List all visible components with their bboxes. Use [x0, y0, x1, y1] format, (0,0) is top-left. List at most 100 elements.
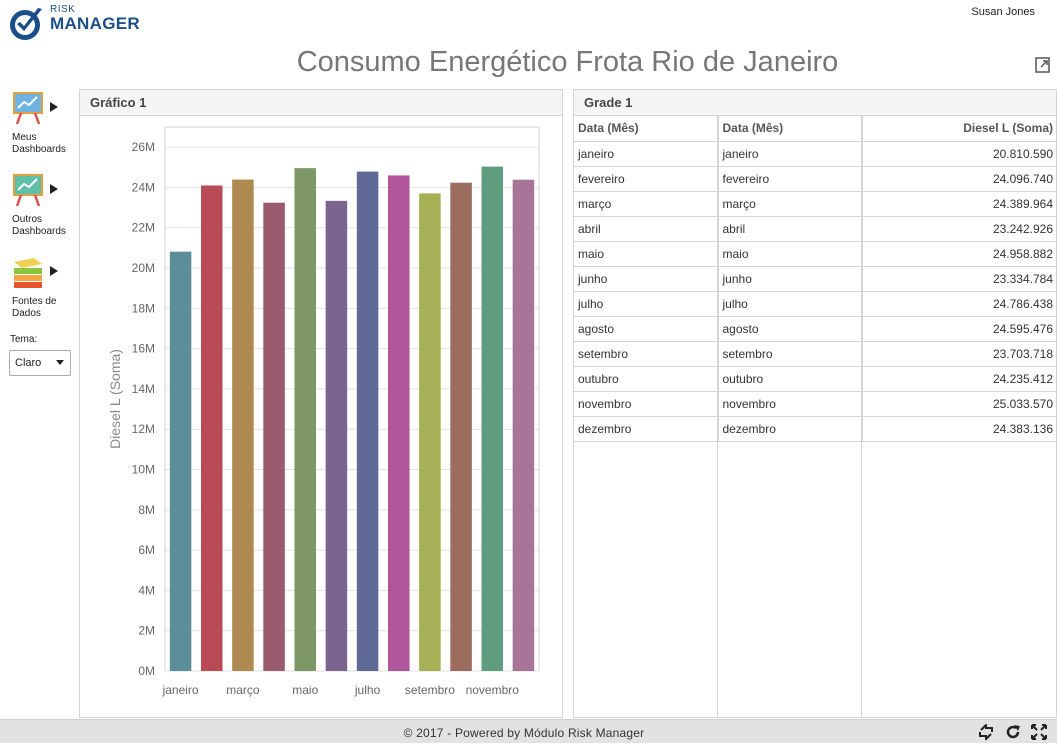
logo-text-risk: RISK	[50, 4, 76, 15]
cell-month: outubro	[718, 366, 863, 392]
table-row[interactable]: agosto agosto 24.595.476	[574, 316, 1057, 342]
table-row[interactable]: outubro outubro 24.235.412	[574, 366, 1057, 392]
bar-junho	[325, 200, 348, 671]
cell-diesel: 24.786.438	[862, 291, 1057, 317]
theme-label: Tema:	[10, 334, 38, 345]
cell-diesel: 23.242.926	[862, 216, 1057, 242]
risk-manager-logo[interactable]: RISK MANAGER	[8, 4, 148, 44]
cell-month: abril	[718, 216, 863, 242]
cell-month: fevereiro	[718, 166, 863, 192]
cell-month: maio	[718, 241, 863, 267]
table-row[interactable]: março março 24.389.964	[574, 191, 1057, 217]
cell-diesel: 24.958.882	[862, 241, 1057, 267]
cell-diesel: 24.383.136	[862, 416, 1057, 442]
cell-month: janeiro	[718, 141, 863, 167]
expand-arrow-icon[interactable]	[50, 102, 58, 112]
bar-chart: 0M 2M 4M 6M 8M 10M 12M 14M 16M 18M 20M 22M 24M 26M Die…	[107, 126, 540, 697]
sidebar-label-line1: Outros	[12, 214, 43, 225]
y-tick-label: 18M	[132, 301, 155, 315]
table-row[interactable]: novembro novembro 25.033.570	[574, 391, 1057, 417]
refresh-icon[interactable]	[1005, 724, 1021, 740]
cell-diesel: 25.033.570	[862, 391, 1057, 417]
cell-diesel: 24.235.412	[862, 366, 1057, 392]
bar-novembro	[481, 166, 504, 671]
cell-month: maio	[574, 241, 719, 267]
y-tick-label: 12M	[132, 422, 155, 436]
sidebar-item-label: Fontes de Dados	[12, 296, 56, 320]
sidebar-item-label: Outros Dashboards	[12, 214, 66, 238]
y-tick-label: 2M	[138, 624, 155, 638]
y-tick-label: 6M	[138, 543, 155, 557]
bar-agosto	[387, 175, 410, 671]
cell-month: fevereiro	[574, 166, 719, 192]
cell-diesel: 20.810.590	[862, 141, 1057, 167]
sidebar-label-line2: Dados	[12, 308, 41, 319]
page-title: Consumo Energético Frota Rio de Janeiro	[296, 46, 839, 78]
grid-header-row: Data (Mês) Data (Mês) Diesel L (Soma)	[574, 116, 1057, 142]
x-tick-label: novembro	[466, 683, 520, 697]
table-row[interactable]: fevereiro fevereiro 24.096.740	[574, 166, 1057, 192]
footer: © 2017 - Powered by Módulo Risk Manager	[0, 719, 1057, 743]
cell-month: janeiro	[574, 141, 719, 167]
table-row[interactable]: julho julho 24.786.438	[574, 291, 1057, 317]
expand-arrow-icon[interactable]	[50, 266, 58, 276]
chart-panel: Gráfico 1 0M 2M 4M 6M 8M 10M 12M 14M 16M 18M 20M 22…	[79, 89, 563, 718]
bar-maio	[294, 168, 317, 671]
table-row[interactable]: abril abril 23.242.926	[574, 216, 1057, 242]
cell-month: novembro	[718, 391, 863, 417]
y-tick-label: 24M	[132, 180, 155, 194]
cell-diesel: 23.334.784	[862, 266, 1057, 292]
column-header-data-mes[interactable]: Data (Mês)	[718, 116, 863, 142]
swap-icon[interactable]	[978, 722, 994, 742]
logo-text-manager: MANAGER	[50, 14, 140, 33]
table-row[interactable]: janeiro janeiro 20.810.590	[574, 141, 1057, 167]
y-tick-label: 20M	[132, 261, 155, 275]
cell-diesel: 23.703.718	[862, 341, 1057, 367]
cell-month: abril	[574, 216, 719, 242]
plot-area	[164, 126, 540, 672]
table-row[interactable]: setembro setembro 23.703.718	[574, 341, 1057, 367]
sidebar-label-line1: Fontes de	[12, 296, 57, 307]
x-tick-label: março	[226, 683, 260, 697]
cell-diesel: 24.389.964	[862, 191, 1057, 217]
dashboard-chart-icon	[13, 174, 43, 207]
bar-março	[232, 179, 254, 671]
cell-month: setembro	[574, 341, 719, 367]
column-header-diesel[interactable]: Diesel L (Soma)	[862, 116, 1057, 142]
y-axis-title: Diesel L (Soma)	[107, 349, 123, 449]
cell-month: julho	[574, 291, 719, 317]
cell-month: março	[574, 191, 719, 217]
cell-month: dezembro	[574, 416, 719, 442]
sidebar-label-line2: Dashboards	[12, 144, 66, 155]
cell-month: junho	[574, 266, 719, 292]
y-tick-label: 4M	[138, 583, 155, 597]
export-icon[interactable]	[1034, 56, 1052, 74]
chart-panel-title: Gráfico 1	[80, 90, 562, 116]
x-tick-label: setembro	[405, 683, 455, 697]
y-tick-label: 22M	[132, 221, 155, 235]
fullscreen-icon[interactable]	[1031, 724, 1047, 740]
expand-arrow-icon[interactable]	[50, 184, 58, 194]
sidebar-label-line2: Dashboards	[12, 226, 66, 237]
column-header-data-mes[interactable]: Data (Mês)	[574, 116, 719, 142]
y-tick-label: 0M	[138, 664, 155, 678]
data-grid: Data (Mês) Data (Mês) Diesel L (Soma) ja…	[574, 116, 1057, 442]
cell-diesel: 24.096.740	[862, 166, 1057, 192]
grid-panel-title: Grade 1	[574, 90, 1056, 116]
bar-setembro	[419, 193, 441, 671]
logo-check-icon	[10, 8, 42, 40]
bar-dezembro	[512, 179, 535, 671]
dashboard-chart-icon	[13, 92, 43, 125]
user-name[interactable]: Susan Jones	[971, 6, 1035, 18]
y-tick-label: 16M	[132, 342, 155, 356]
sidebar-label-line1: Meus	[12, 132, 37, 143]
table-row[interactable]: dezembro dezembro 24.383.136	[574, 416, 1057, 442]
cell-month: dezembro	[718, 416, 863, 442]
table-row[interactable]: maio maio 24.958.882	[574, 241, 1057, 267]
y-tick-label: 10M	[132, 463, 155, 477]
theme-select-value: Claro	[15, 357, 42, 369]
bar-fevereiro	[200, 185, 223, 672]
y-tick-label: 8M	[138, 503, 155, 517]
theme-select[interactable]: Claro	[9, 350, 71, 376]
table-row[interactable]: junho junho 23.334.784	[574, 266, 1057, 292]
